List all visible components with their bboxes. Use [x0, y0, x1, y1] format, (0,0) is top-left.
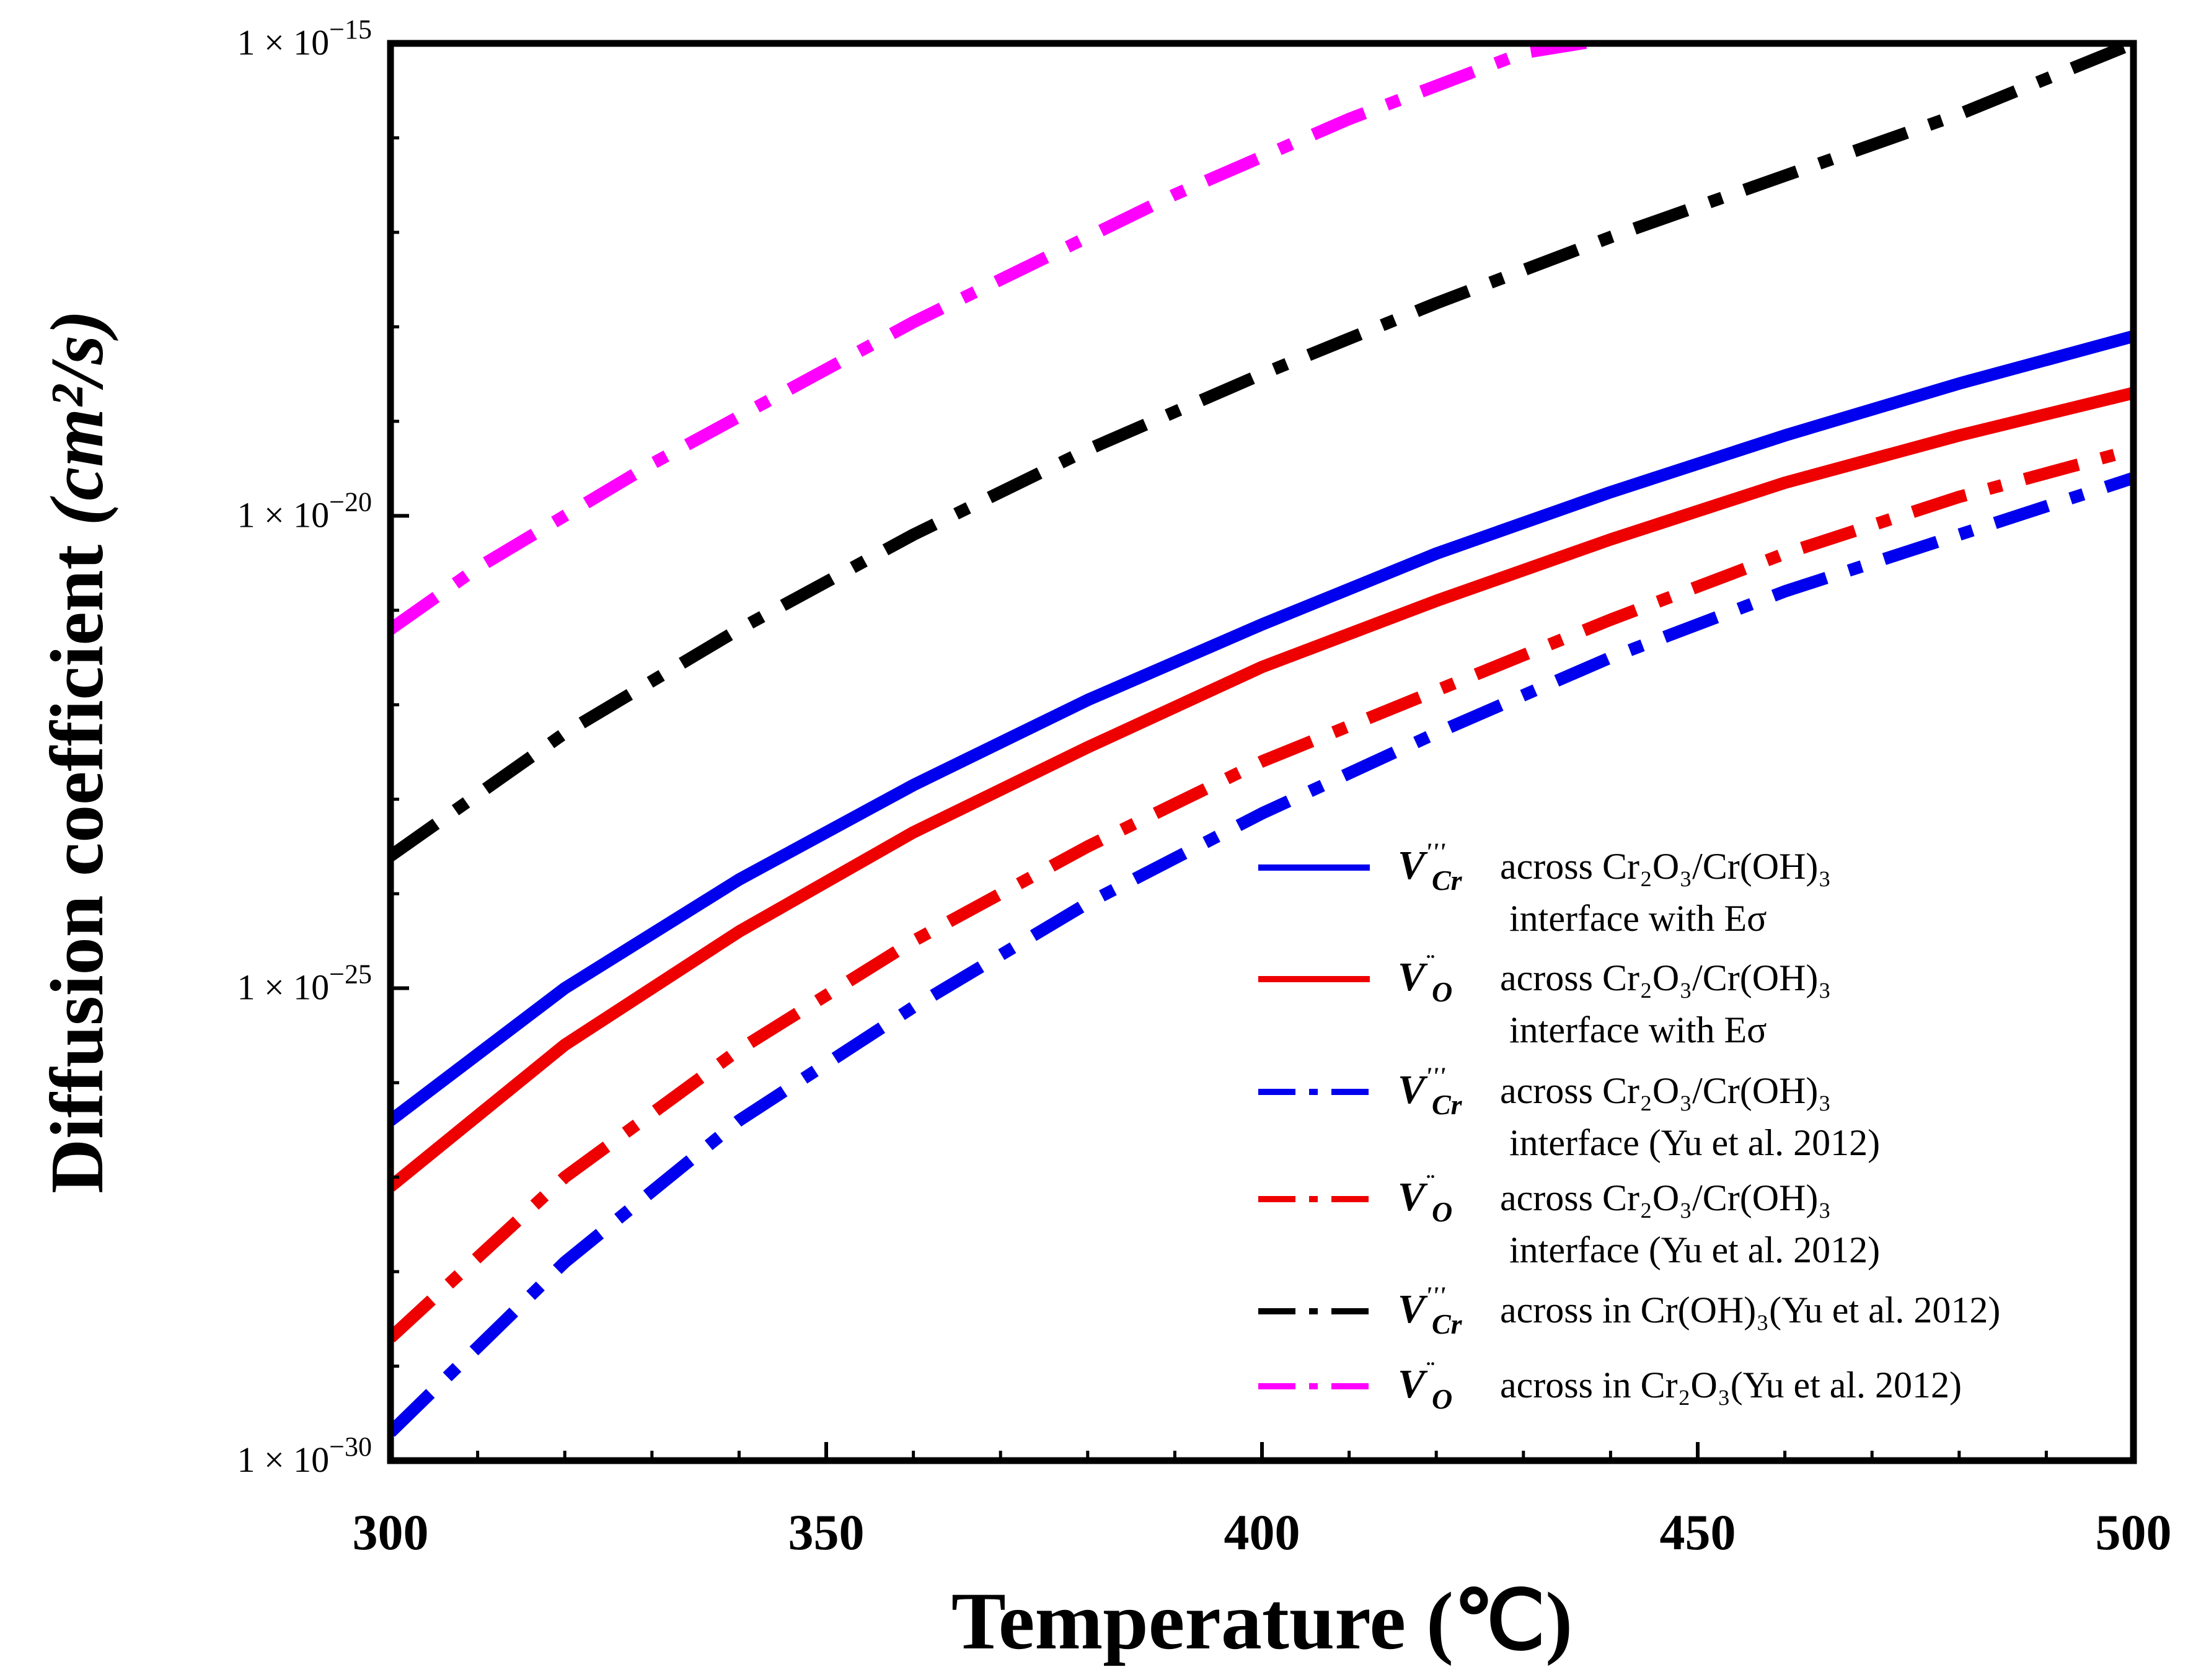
legend-symbol-sub: O: [1432, 1196, 1452, 1228]
series-line-4: [390, 43, 2133, 861]
legend-symbol-4: V''' Cr: [1398, 1282, 1463, 1340]
y-tick-exponent: −15: [329, 14, 372, 45]
legend-symbol-1: V¨ O: [1398, 949, 1452, 1008]
legend-symbol-sup: ¨: [1425, 1357, 1434, 1384]
y-tick-label-3: 1 × 10−15: [237, 14, 372, 63]
legend-symbol-sub: Cr: [1432, 1089, 1463, 1120]
series-line-2: [390, 472, 2133, 1437]
legend-label-1-0: across Cr₂O₃/Cr(OH)₃: [1500, 957, 1831, 998]
x-tick-label-0: 300: [353, 1504, 429, 1560]
series-line-1: [390, 387, 2133, 1192]
legend-symbol-sub: O: [1432, 976, 1452, 1008]
legend-label-4-0: across in Cr(OH)₃(Yu et al. 2012): [1500, 1290, 2000, 1330]
y-tick-exponent: −25: [329, 959, 372, 990]
legend-label-0-1: interface with Eσ: [1509, 898, 1767, 939]
legend-symbol-5: V¨ O: [1398, 1357, 1452, 1415]
y-tick-base: 1 × 10: [237, 22, 329, 63]
legend-label-1-1: interface with Eσ: [1509, 1009, 1767, 1050]
legend-label-5-0: across in Cr₂O₃(Yu et al. 2012): [1500, 1365, 1962, 1405]
x-tick-label-1: 350: [788, 1504, 865, 1560]
legend-label-0-0: across Cr₂O₃/Cr(OH)₃: [1500, 846, 1831, 887]
legend-label-3-1: interface (Yu et al. 2012): [1509, 1229, 1880, 1270]
y-tick-base: 1 × 10: [237, 967, 329, 1008]
legend-symbol-v: V: [1398, 1361, 1428, 1407]
legend-symbol-sub: Cr: [1432, 1308, 1463, 1340]
legend-symbol-v: V: [1398, 843, 1428, 888]
legend-label-2-1: interface (Yu et al. 2012): [1509, 1122, 1880, 1163]
y-tick-label-0: 1 × 10−30: [237, 1432, 372, 1480]
y-tick-base: 1 × 10: [237, 1440, 329, 1480]
legend-symbol-sup: ''': [1425, 1282, 1445, 1309]
legend-symbol-0: V''' Cr: [1398, 838, 1463, 896]
legend-label-3-0: across Cr₂O₃/Cr(OH)₃: [1500, 1177, 1831, 1218]
legend-symbol-v: V: [1398, 1174, 1428, 1220]
legend-symbol-sup: ¨: [1425, 1169, 1434, 1197]
series-line-3: [390, 443, 2133, 1343]
legend-symbol-sub: Cr: [1432, 864, 1463, 896]
y-tick-exponent: −20: [329, 486, 372, 517]
y-tick-label-2: 1 × 10−20: [237, 486, 372, 535]
y-tick-exponent: −30: [329, 1432, 372, 1462]
x-tick-label-3: 450: [1660, 1504, 1736, 1560]
legend-symbol-sub: O: [1432, 1383, 1452, 1415]
y-tick-label-1: 1 × 10−25: [237, 959, 372, 1008]
legend-symbol-v: V: [1398, 954, 1428, 1000]
x-tick-label-4: 500: [2096, 1504, 2172, 1560]
legend-symbol-v: V: [1398, 1286, 1428, 1332]
y-axis-title-main: Diffusion coefficient: [35, 526, 119, 1193]
y-axis-title-unit: (cm²/s): [35, 310, 119, 526]
x-axis-title: Temperature (℃): [951, 1575, 1573, 1666]
y-tick-base: 1 × 10: [237, 495, 329, 535]
series-line-0: [390, 330, 2133, 1126]
legend-symbol-3: V¨ O: [1398, 1169, 1452, 1228]
series-line-5: [390, 43, 1612, 635]
y-axis-title: Diffusion coefficient (cm²/s): [35, 310, 119, 1194]
legend-symbol-v: V: [1398, 1067, 1428, 1112]
legend-symbol-sup: ¨: [1425, 949, 1434, 977]
legend-symbol-sup: ''': [1425, 838, 1445, 866]
legend-symbol-sup: ''': [1425, 1062, 1445, 1090]
series-layer: [390, 43, 2133, 1437]
x-tick-label-2: 400: [1224, 1504, 1300, 1560]
legend-symbol-2: V''' Cr: [1398, 1062, 1463, 1120]
legend-label-2-0: across Cr₂O₃/Cr(OH)₃: [1500, 1070, 1831, 1111]
